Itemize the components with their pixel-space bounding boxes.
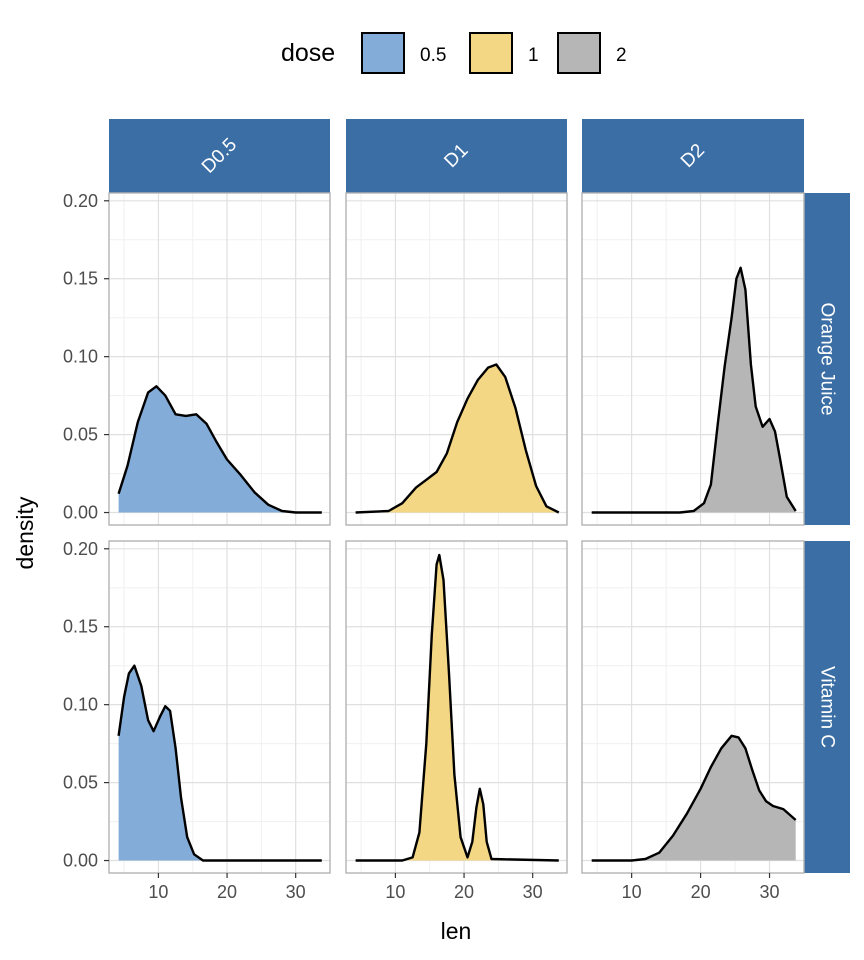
y-axis-title: density: [12, 496, 38, 569]
legend-entry-1: 1: [469, 32, 539, 74]
legend-label-2: 2: [616, 45, 627, 66]
panel-vitamin-c-d1: [345, 540, 568, 874]
panel-orange-juice-d05: [108, 192, 331, 526]
row-strip-label-vitamin-c: Vitamin C: [817, 666, 838, 748]
row-strip-orange-juice: [804, 193, 850, 525]
legend: dose 0.5 1 2: [281, 32, 627, 74]
y-tick-label: 0.20: [63, 539, 98, 559]
y-tick-label: 0.15: [63, 269, 98, 289]
panel-border: [581, 192, 805, 526]
y-tick-label: 0.10: [63, 695, 98, 715]
density-line-1: [355, 363, 560, 514]
density-line-2: [591, 266, 797, 514]
x-tick-label: 30: [286, 882, 306, 902]
legend-key-2: [557, 32, 601, 74]
y-tick-label: 0.05: [63, 425, 98, 445]
y-tick-label: 0.15: [63, 617, 98, 637]
density-line-0.5: [117, 385, 322, 514]
legend-key-1: [469, 32, 513, 74]
x-tick-label: 10: [385, 882, 405, 902]
panel-orange-juice-d1: [345, 192, 568, 526]
x-tick-label: 20: [217, 882, 237, 902]
legend-title: dose: [281, 39, 335, 67]
y-tick-label: 0.05: [63, 773, 98, 793]
panel-vitamin-c-d2: [581, 540, 805, 874]
y-tick-label: 0.20: [63, 191, 98, 211]
x-axis-title: len: [441, 918, 472, 944]
panel-vitamin-c-d05: [108, 540, 331, 874]
panel-border: [345, 192, 568, 526]
legend-key-0.5: [361, 32, 405, 74]
y-tick-label: 0.10: [63, 347, 98, 367]
x-tick-label: 30: [760, 882, 780, 902]
panel-border: [108, 540, 331, 874]
panel-orange-juice-d2: [581, 192, 805, 526]
y-tick-label: 0.00: [63, 503, 98, 523]
legend-entry-2: 2: [557, 32, 627, 74]
panel-border: [108, 192, 331, 526]
column-strip-D1: [346, 119, 567, 193]
density-line-2: [591, 734, 797, 862]
density-area-2: [591, 735, 796, 861]
x-tick-label: 10: [148, 882, 168, 902]
x-tick-label: 20: [454, 882, 474, 902]
legend-entry-0.5: 0.5: [361, 32, 446, 74]
legend-label-1: 1: [528, 45, 539, 66]
panel-border: [345, 540, 568, 874]
y-tick-label: 0.00: [63, 851, 98, 871]
legend-label-0.5: 0.5: [420, 45, 446, 66]
density-line-1: [355, 553, 559, 862]
row-strip-label-orange-juice: Orange Juice: [817, 302, 838, 415]
panel-border: [581, 540, 805, 874]
density-line-0.5: [117, 664, 322, 862]
column-strip-D2: [582, 119, 804, 193]
column-strip-D0.5: [109, 119, 330, 193]
x-tick-label: 30: [523, 882, 543, 902]
x-tick-label: 20: [691, 882, 711, 902]
density-area-1: [355, 364, 559, 513]
x-tick-label: 10: [622, 882, 642, 902]
density-area-0.5: [118, 665, 322, 861]
density-area-2: [591, 267, 796, 513]
row-strip-vitamin-c: [804, 541, 850, 873]
